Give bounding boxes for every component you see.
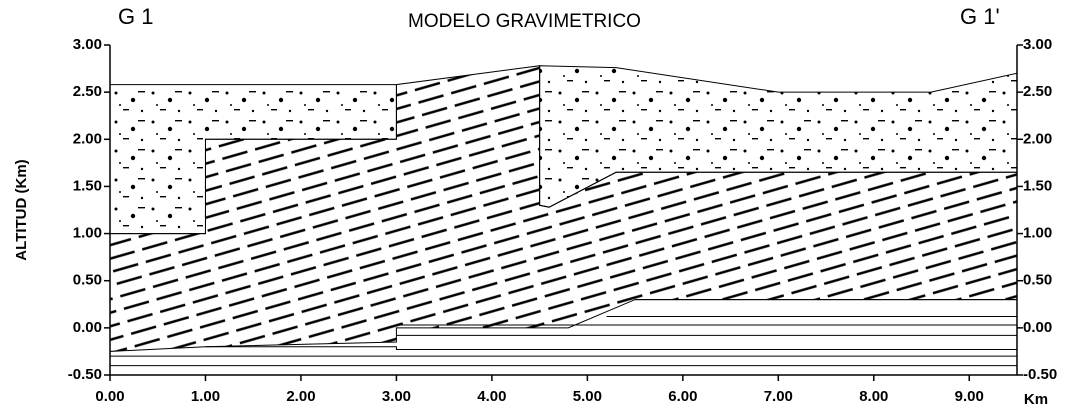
x-axis-label: Km xyxy=(1024,391,1048,408)
y-tick-label: 2.50 xyxy=(73,83,102,100)
x-tick-label: 8.00 xyxy=(859,388,888,405)
x-tick-label: 9.00 xyxy=(955,388,984,405)
x-tick-label: 7.00 xyxy=(764,388,793,405)
y2-tick-label: 2.00 xyxy=(1023,130,1052,147)
y2-tick-label: 1.00 xyxy=(1023,225,1052,242)
y-axis-label: ALTITUD (Km) xyxy=(13,159,30,260)
x-tick-label: 1.00 xyxy=(191,388,220,405)
y-tick-label: 3.00 xyxy=(73,36,102,53)
y-tick-label: 1.50 xyxy=(73,177,102,194)
x-tick-label: 3.00 xyxy=(382,388,411,405)
x-tick-label: 2.00 xyxy=(286,388,315,405)
y-tick-label: -0.50 xyxy=(68,366,102,383)
y2-tick-label: -0.50 xyxy=(1023,366,1057,383)
chart-title: MODELO GRAVIMETRICO xyxy=(408,11,641,32)
section-start-label: G 1 xyxy=(118,4,153,29)
y2-tick-label: 3.00 xyxy=(1023,36,1052,53)
y2-tick-label: 0.00 xyxy=(1023,319,1052,336)
y-tick-label: 1.00 xyxy=(73,225,102,242)
y-tick-label: 2.00 xyxy=(73,130,102,147)
layer-contact xyxy=(205,347,1017,350)
x-tick-label: 4.00 xyxy=(477,388,506,405)
y-tick-label: 0.00 xyxy=(73,319,102,336)
y2-tick-label: 0.50 xyxy=(1023,272,1052,289)
section-end-label: G 1' xyxy=(960,4,1000,29)
y2-tick-label: 1.50 xyxy=(1023,177,1052,194)
y-tick-label: 0.50 xyxy=(73,272,102,289)
x-tick-label: 0.00 xyxy=(95,388,124,405)
x-tick-label: 6.00 xyxy=(668,388,697,405)
chart: MODELO GRAVIMETRICO G 1 G 1' ALTITUD (Km… xyxy=(0,0,1076,416)
x-tick-label: 5.00 xyxy=(573,388,602,405)
y2-tick-label: 2.50 xyxy=(1023,83,1052,100)
